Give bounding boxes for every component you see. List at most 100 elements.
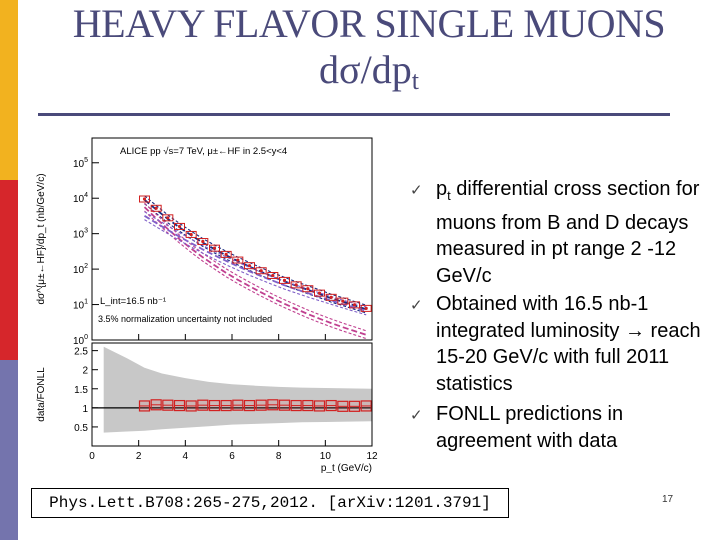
title-underline — [38, 113, 670, 116]
x-tick-label: 12 — [366, 451, 378, 462]
checkmark-icon: ✓ — [410, 296, 423, 314]
sidebar-segment-purple — [0, 360, 18, 540]
ratio-y-tick-label: 1.5 — [74, 385, 88, 396]
x-tick-label: 2 — [136, 451, 142, 462]
page-number: 17 — [662, 494, 674, 505]
data-marker — [201, 239, 205, 244]
checkmark-icon: ✓ — [410, 406, 423, 424]
luminosity-label: L_int=16.5 nb⁻¹ — [100, 296, 166, 307]
y-tick-label: 101 — [73, 299, 88, 312]
y-tick-label: 100 — [73, 334, 88, 347]
data-point — [360, 304, 372, 312]
reference-box: Phys.Lett.B708:265-275,2012. [arXiv:1201… — [31, 488, 509, 518]
ratio-y-axis-label: data/FONLL — [36, 367, 47, 422]
title-line-2: dσ/dpt — [18, 46, 720, 105]
ratio-y-tick-label: 2 — [82, 366, 88, 377]
x-tick-label: 8 — [276, 451, 282, 462]
fonll-curve-fonll-total — [144, 195, 367, 306]
data-marker — [364, 306, 368, 310]
data-marker — [189, 232, 193, 237]
data-point — [139, 195, 150, 203]
bullet-text: FONLL predictions in agreement with data — [436, 403, 624, 452]
bullet-text-sub: t — [447, 188, 451, 203]
data-marker — [341, 299, 345, 303]
data-point — [232, 256, 244, 264]
x-tick-label: 0 — [89, 451, 95, 462]
ratio-y-tick-label: 2.5 — [74, 347, 88, 358]
fonll-curve-fonll-charm — [143, 206, 367, 336]
y-tick-exponent: 2 — [84, 263, 88, 270]
title-line-2-sub: t — [411, 66, 419, 95]
y-tick-label: 102 — [73, 263, 88, 276]
bullet-item: ✓ Obtained with 16.5 nb-1 integrated lumi… — [410, 291, 710, 397]
slide-title: HEAVY FLAVOR SINGLE MUONS dσ/dpt — [18, 2, 720, 105]
data-marker — [236, 258, 240, 262]
x-tick-label: 4 — [183, 451, 189, 462]
fonll-curve-fonll-total — [143, 199, 367, 311]
data-marker — [352, 303, 357, 307]
upper-frame — [91, 137, 373, 341]
bullet-text-prefix: p — [436, 178, 448, 200]
bullet-item: ✓ pt differential cross section for muons… — [410, 176, 710, 289]
data-marker — [166, 216, 170, 220]
data-marker — [317, 291, 322, 295]
y-tick-label: 105 — [73, 157, 88, 170]
title-line-2-main: dσ/dp — [319, 47, 412, 92]
data-marker — [271, 273, 275, 278]
bullet-item: ✓ FONLL predictions in agreement with dat… — [410, 401, 710, 454]
ratio-y-tick-label: 0.5 — [74, 423, 88, 434]
x-tick-label: 10 — [320, 451, 332, 462]
data-point — [244, 262, 255, 270]
sidebar-segment-red — [0, 180, 18, 360]
data-marker — [177, 224, 182, 229]
data-point — [314, 289, 325, 297]
y-tick-label: 104 — [73, 192, 88, 205]
y-tick-exponent: 0 — [84, 334, 88, 341]
sidebar-segment-yellow — [0, 0, 18, 180]
data-marker — [212, 246, 217, 250]
bullet-text: Obtained with 16.5 nb-1 integrated lumin… — [436, 293, 701, 395]
data-marker — [154, 206, 158, 210]
data-point — [220, 250, 232, 258]
data-point — [290, 281, 302, 289]
data-marker — [306, 287, 310, 291]
data-point — [209, 244, 220, 252]
data-marker — [282, 278, 287, 283]
y-tick-exponent: 5 — [84, 157, 88, 164]
data-point — [279, 276, 290, 284]
y-tick-exponent: 3 — [84, 228, 88, 235]
upper-y-axis-label: dσ^{μ±←HF}/dp_t (nb/GeV/c) — [36, 173, 47, 304]
bullet-text: differential cross section for muons fro… — [436, 178, 700, 287]
title-line-1: HEAVY FLAVOR SINGLE MUONS — [72, 1, 666, 46]
data-point — [162, 214, 174, 222]
y-tick-label: 103 — [73, 228, 88, 241]
data-point — [267, 272, 279, 280]
data-marker — [247, 264, 252, 268]
fonll-curve-fonll-total — [144, 203, 367, 314]
data-point — [255, 267, 267, 275]
y-tick-exponent: 4 — [84, 192, 88, 199]
fonll-curve-fonll-beauty — [144, 211, 367, 308]
data-point — [325, 293, 337, 301]
data-marker — [329, 295, 333, 299]
data-marker — [294, 283, 298, 287]
checkmark-icon: ✓ — [410, 181, 423, 199]
data-point — [150, 204, 162, 212]
data-marker — [259, 269, 263, 273]
bullet-list: ✓ pt differential cross section for muons… — [410, 176, 710, 458]
data-marker — [142, 197, 147, 201]
x-axis-label: p_t (GeV/c) — [321, 463, 372, 473]
x-tick-label: 6 — [229, 451, 235, 462]
data-point — [337, 297, 349, 305]
data-point — [197, 238, 209, 246]
ratio-y-tick-label: 1 — [82, 404, 88, 415]
y-tick-exponent: 1 — [84, 299, 88, 306]
ratio-panel: 0.5 1 1.5 2 2.5 0 2 4 6 8 10 12 data/FONLL p_t (GeV/c… — [36, 342, 378, 473]
chart-annotation: ALICE pp √s=7 TeV, μ±←HF in 2.5<y<4 — [120, 146, 287, 157]
data-point — [302, 285, 314, 293]
fonll-curve-fonll-beauty — [144, 219, 367, 316]
sidebar-stripe — [0, 0, 18, 540]
data-point — [349, 301, 360, 309]
